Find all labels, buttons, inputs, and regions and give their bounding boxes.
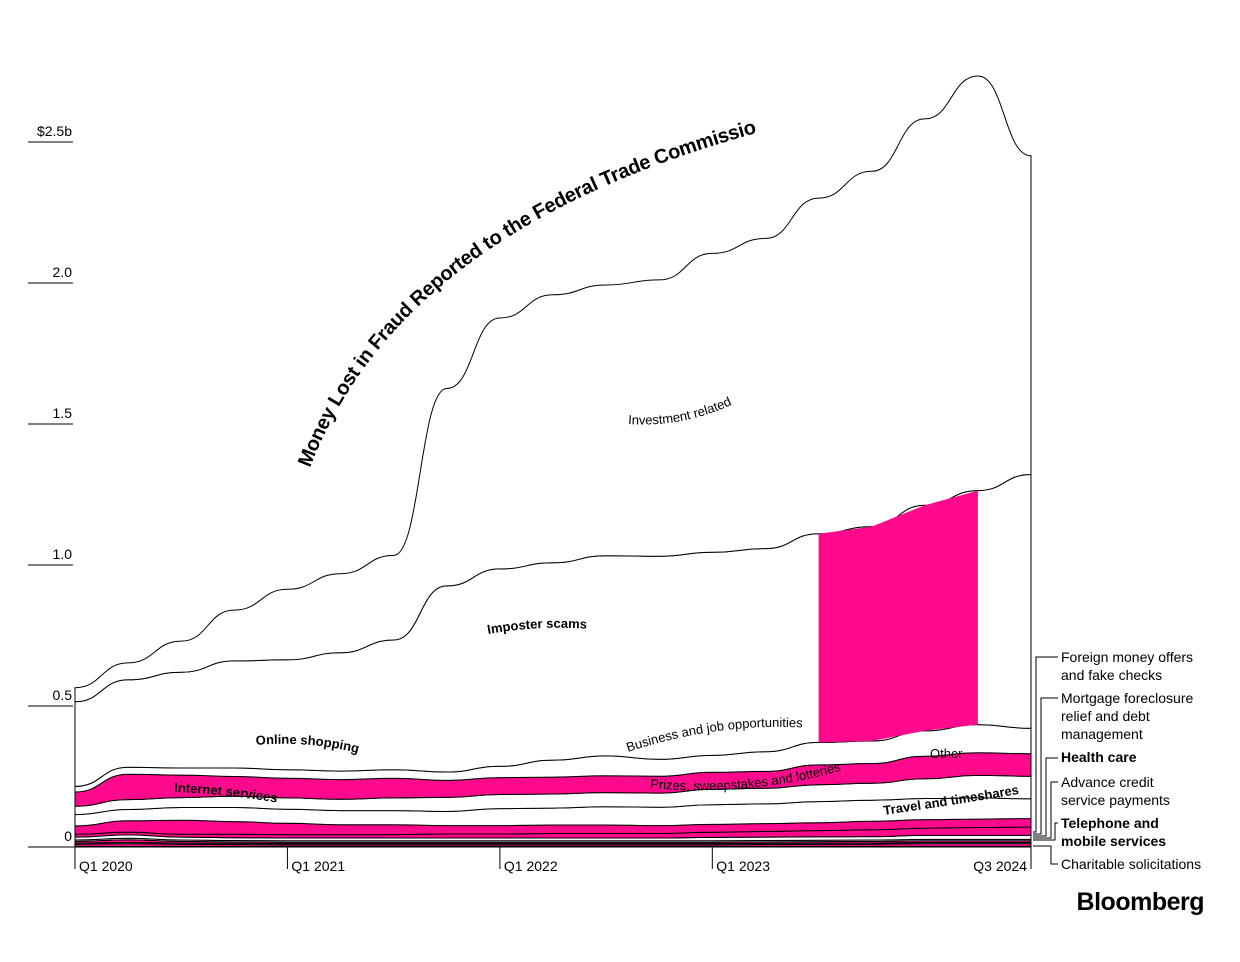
- legend-label-line2: relief and debt: [1061, 708, 1150, 724]
- leader-line: [1033, 656, 1058, 833]
- legend-item-advance-credit: Advance credit service payments: [1061, 774, 1170, 808]
- legend-item-telephone: Telephone and mobile services: [1061, 815, 1166, 849]
- x-tick-label: Q1 2021: [291, 858, 345, 874]
- band-label-other: Other: [930, 746, 963, 761]
- legend-label: Foreign money offers: [1061, 649, 1193, 665]
- legend-label-line2: service payments: [1061, 792, 1170, 808]
- legend-leaders: [1033, 656, 1058, 865]
- x-tick-label: Q3 2024: [973, 858, 1027, 874]
- y-tick-label: 1.0: [53, 546, 73, 562]
- legend-label-line3: management: [1061, 726, 1143, 742]
- legend-label: Telephone and: [1061, 815, 1159, 831]
- x-tick-label: Q1 2022: [504, 858, 558, 874]
- y-tick-label: $2.5b: [37, 123, 72, 139]
- leader-line: [1033, 781, 1058, 839]
- legend-label: Health care: [1061, 749, 1137, 765]
- legend-item-mortgage: Mortgage foreclosure relief and debt man…: [1061, 690, 1194, 742]
- leader-line: [1033, 822, 1058, 841]
- right-legend: Foreign money offers and fake checks Mor…: [1033, 649, 1201, 872]
- legend-label-line2: mobile services: [1061, 833, 1166, 849]
- legend-label: Charitable solicitations: [1061, 856, 1201, 872]
- y-tick-label: 0.5: [53, 687, 73, 703]
- legend-label-line2: and fake checks: [1061, 667, 1162, 683]
- y-tick-label: 1.5: [53, 405, 73, 421]
- bloomberg-logo: Bloomberg: [1076, 888, 1205, 916]
- leader-line: [1033, 697, 1058, 835]
- leader-line: [1033, 757, 1058, 837]
- x-tick-label: Q1 2023: [716, 858, 770, 874]
- legend-item-health-care: Health care: [1061, 749, 1137, 765]
- y-tick-label: 0: [64, 828, 72, 844]
- legend-label: Advance credit: [1061, 774, 1154, 790]
- legend-label: Mortgage foreclosure: [1061, 690, 1194, 706]
- band-investment-related: [74, 75, 1032, 703]
- x-tick-label: Q1 2020: [79, 858, 133, 874]
- axes: 0 0.5 1.0 1.5 2.0 $2.5b Q1 2020 Q1 2021 Q1 2022 Q…: [28, 123, 1032, 874]
- leader-line: [1033, 845, 1058, 865]
- legend-item-charitable: Charitable solicitations: [1061, 856, 1201, 872]
- imposter-highlight-block: [818, 490, 978, 743]
- legend-item-foreign-money: Foreign money offers and fake checks: [1061, 649, 1193, 683]
- stream-bands: [74, 75, 1032, 848]
- y-tick-label: 2.0: [53, 264, 73, 280]
